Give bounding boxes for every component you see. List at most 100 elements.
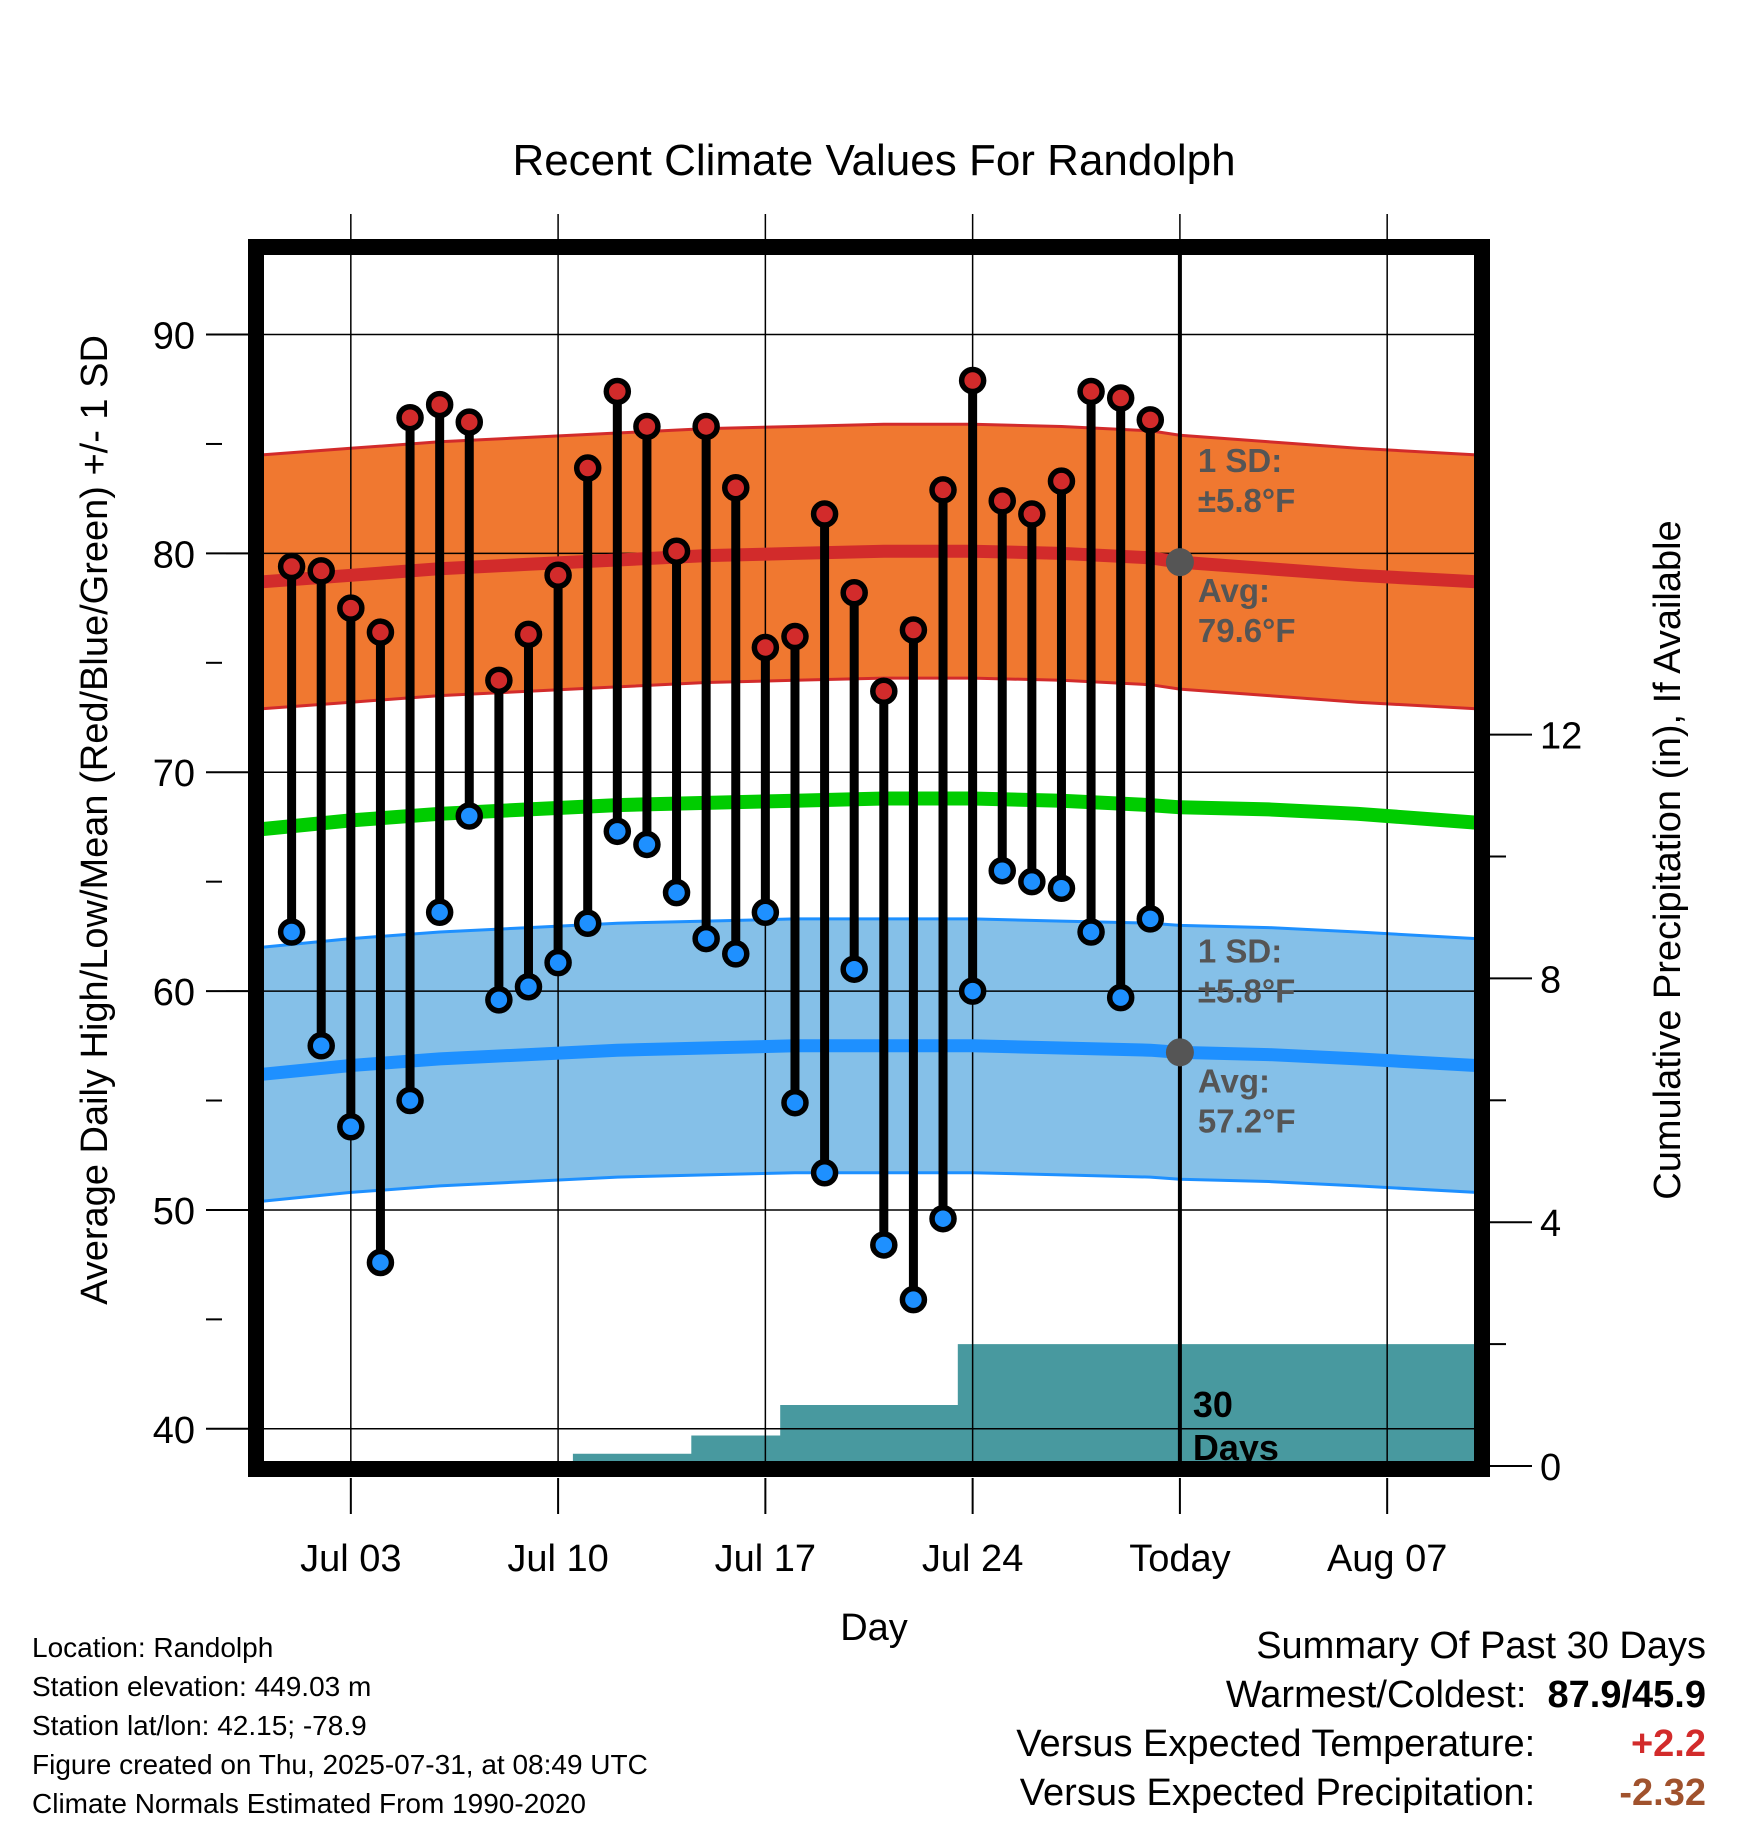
warm-cold-value: 87.9/45.9 <box>1547 1674 1706 1716</box>
daily-low-point <box>366 1248 395 1277</box>
daily-low-point <box>544 948 572 977</box>
daily-low-point <box>485 986 513 1014</box>
temp-row: Versus Expected Temperature: +2.2 <box>1016 1720 1706 1769</box>
high-sd-label: 1 SD: <box>1198 442 1282 479</box>
daily-low-point <box>840 955 868 983</box>
daily-low-point <box>751 898 780 927</box>
daily-low-point <box>1018 867 1046 896</box>
x-tick-label: Jul 03 <box>300 1538 401 1580</box>
daily-low-point <box>781 1088 809 1117</box>
daily-high-point <box>1136 406 1165 434</box>
daily-high-point <box>337 594 365 622</box>
high-avg-value: 79.6°F <box>1198 612 1296 649</box>
temp-label: Versus Expected Temperature: <box>1016 1723 1536 1765</box>
y-right-tick-label: 0 <box>1540 1447 1561 1489</box>
normals-text: Climate Normals Estimated From 1990-2020 <box>32 1788 586 1819</box>
temp-value: +2.2 <box>1630 1723 1706 1765</box>
high-avg-label: Avg: <box>1198 572 1270 609</box>
summary-panel: Summary Of Past 30 Days Warmest/Coldest:… <box>1016 1622 1706 1818</box>
daily-high-point <box>633 412 661 441</box>
latlon-text: Station lat/lon: 42.15; -78.9 <box>32 1710 367 1741</box>
daily-low-point <box>337 1113 365 1141</box>
precip-label: Versus Expected Precipitation: <box>1019 1772 1536 1814</box>
x-tick-label: Jul 10 <box>507 1538 608 1580</box>
y-axis-label-right: Cumulative Precipitation (in), If Availa… <box>1647 520 1689 1199</box>
daily-high-point <box>396 403 424 432</box>
daily-low-point <box>277 918 306 946</box>
y-left-tick-label: 80 <box>153 534 195 576</box>
days-count-label: 30 <box>1193 1384 1233 1425</box>
daily-low-point <box>514 972 543 1001</box>
daily-high-point <box>485 666 513 695</box>
y-right-tick-label: 12 <box>1540 716 1582 758</box>
x-tick-label: Jul 17 <box>715 1538 816 1580</box>
low-sd-value: ±5.8°F <box>1198 972 1295 1009</box>
daily-high-point <box>277 552 306 581</box>
precip-row: Versus Expected Precipitation: -2.32 <box>1016 1769 1706 1818</box>
daily-high-point <box>751 633 780 662</box>
high-sd-band <box>262 424 1476 709</box>
daily-low-point <box>929 1204 957 1233</box>
daily-high-point <box>573 454 602 482</box>
x-tick-label: Aug 07 <box>1327 1538 1447 1580</box>
y-left-tick-label: 40 <box>153 1410 195 1452</box>
daily-low-point <box>988 856 1016 885</box>
daily-high-point <box>1077 377 1105 406</box>
daily-high-point <box>722 473 750 502</box>
precip-value: -2.32 <box>1619 1772 1706 1814</box>
cumulative-precip-area <box>276 1344 1476 1466</box>
warm-cold-row: Warmest/Coldest: 87.9/45.9 <box>1016 1671 1706 1720</box>
chart-title: Recent Climate Values For Randolph <box>512 136 1235 185</box>
daily-high-point <box>603 377 632 406</box>
daily-high-point <box>810 500 839 528</box>
daily-high-point <box>1018 500 1046 528</box>
daily-low-point <box>603 817 632 846</box>
daily-high-point <box>366 618 395 646</box>
y-axis-label-left: Average Daily High/Low/Mean (Red/Blue/Gr… <box>74 335 116 1305</box>
plot-frame <box>248 239 1490 1477</box>
daily-low-point <box>692 924 720 953</box>
low-avg-label: Avg: <box>1198 1062 1270 1099</box>
daily-low-point <box>1106 983 1135 1012</box>
low-sd-label: 1 SD: <box>1198 932 1282 969</box>
daily-low-point <box>870 1231 898 1259</box>
daily-high-point <box>425 390 454 419</box>
daily-low-point <box>662 878 691 907</box>
elevation-text: Station elevation: 449.03 m <box>32 1671 372 1702</box>
daily-high-point <box>840 579 868 607</box>
daily-high-point <box>1106 384 1135 412</box>
daily-high-point <box>988 487 1016 515</box>
y-right-tick-label: 8 <box>1540 959 1561 1001</box>
station-info: Location: Randolph Station elevation: 44… <box>32 1628 648 1823</box>
daily-low-point <box>722 940 750 968</box>
y-left-tick-label: 60 <box>153 972 195 1014</box>
x-tick-label: Today <box>1129 1538 1230 1580</box>
warm-cold-label: Warmest/Coldest: <box>1225 1674 1527 1716</box>
daily-low-point <box>1047 874 1076 902</box>
daily-high-point <box>929 476 957 504</box>
daily-high-point <box>899 616 928 644</box>
low-sd-band <box>262 918 1476 1202</box>
x-tick-label: Jul 24 <box>922 1538 1023 1580</box>
daily-high-point <box>870 677 898 706</box>
high-sd-value: ±5.8°F <box>1198 482 1295 519</box>
daily-high-point <box>692 412 720 441</box>
daily-high-point <box>307 557 335 585</box>
location-text: Location: Randolph <box>32 1632 274 1663</box>
daily-low-point <box>633 830 661 859</box>
summary-heading: Summary Of Past 30 Days <box>1256 1625 1706 1667</box>
daily-high-point <box>455 408 484 436</box>
daily-low-point <box>1077 918 1105 946</box>
daily-low-point <box>307 1032 335 1060</box>
daily-low-point <box>958 977 987 1005</box>
daily-high-point <box>662 537 691 565</box>
daily-high-point <box>781 622 809 651</box>
today-normal-low-marker <box>1165 1038 1194 1067</box>
daily-low-point <box>396 1086 424 1115</box>
y-left-tick-label: 50 <box>153 1191 195 1233</box>
daily-low-point <box>1136 905 1165 933</box>
daily-high-point <box>958 366 987 395</box>
y-left-tick-label: 90 <box>153 316 195 358</box>
